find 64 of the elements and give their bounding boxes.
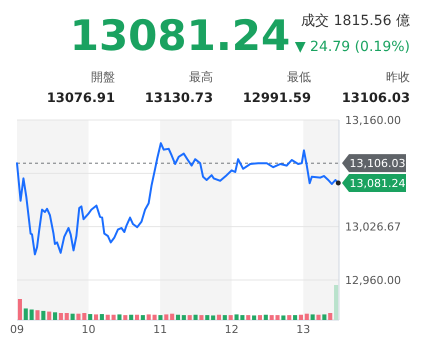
bar xyxy=(252,315,256,320)
bar xyxy=(310,314,315,320)
y-tick-label: 13,160.00 xyxy=(345,114,401,127)
text: 12991.59 xyxy=(242,91,311,106)
bar xyxy=(334,285,338,320)
bar xyxy=(82,313,86,320)
x-tick-label: 11 xyxy=(153,323,168,336)
bar xyxy=(117,314,122,320)
bar xyxy=(123,315,128,320)
bar xyxy=(240,315,244,320)
bar xyxy=(293,315,298,320)
bar xyxy=(270,315,274,320)
bar xyxy=(134,314,140,320)
bar xyxy=(188,315,192,320)
bar xyxy=(70,314,75,320)
bar xyxy=(304,314,309,320)
bar xyxy=(199,315,204,320)
y-tick-label: 13,026.67 xyxy=(345,220,401,234)
text: ▼ 24.79 (0.19%) xyxy=(294,39,410,55)
text: 13106.03 xyxy=(342,91,410,106)
y-tick-label: 12,960.00 xyxy=(345,274,401,287)
bar xyxy=(287,315,292,320)
bar xyxy=(194,314,198,320)
bar xyxy=(322,314,326,320)
bar xyxy=(100,314,104,320)
bar xyxy=(228,315,233,320)
bar xyxy=(41,310,46,320)
text: 13130.73 xyxy=(144,91,213,106)
chart-title: 13081.24 xyxy=(70,11,290,60)
bar xyxy=(88,314,92,320)
bar xyxy=(298,314,303,320)
x-tick-label: 10 xyxy=(82,323,96,336)
annotation: 13,081.24 xyxy=(350,177,406,190)
bar xyxy=(222,315,227,320)
bar xyxy=(176,314,180,320)
bar xyxy=(47,312,52,320)
bar xyxy=(328,313,332,320)
bar xyxy=(264,314,268,320)
bar xyxy=(158,315,162,320)
text: 13076.91 xyxy=(46,91,115,106)
bar xyxy=(246,315,250,320)
bar xyxy=(182,315,186,320)
bar xyxy=(129,314,134,320)
text: 昨收 xyxy=(386,70,410,84)
bar xyxy=(216,314,222,320)
bar xyxy=(35,310,40,320)
bar xyxy=(140,315,145,320)
text: 開盤 xyxy=(91,70,115,84)
bar xyxy=(258,315,262,320)
bar xyxy=(94,314,98,320)
text: 最高 xyxy=(189,70,213,84)
bar xyxy=(76,314,81,320)
x-tick-label: 09 xyxy=(10,323,24,336)
bar xyxy=(281,315,286,320)
text: 成交 1815.56 億 xyxy=(301,13,410,29)
bar xyxy=(316,314,321,320)
x-tick-label: 12 xyxy=(224,323,239,336)
bar xyxy=(53,312,58,320)
x-tick-label: 13 xyxy=(296,323,310,336)
bar xyxy=(18,299,22,320)
text: 最低 xyxy=(287,70,311,84)
ref-line-label: 13,106.03 xyxy=(350,157,406,170)
bar xyxy=(275,315,280,320)
bar xyxy=(234,314,239,320)
